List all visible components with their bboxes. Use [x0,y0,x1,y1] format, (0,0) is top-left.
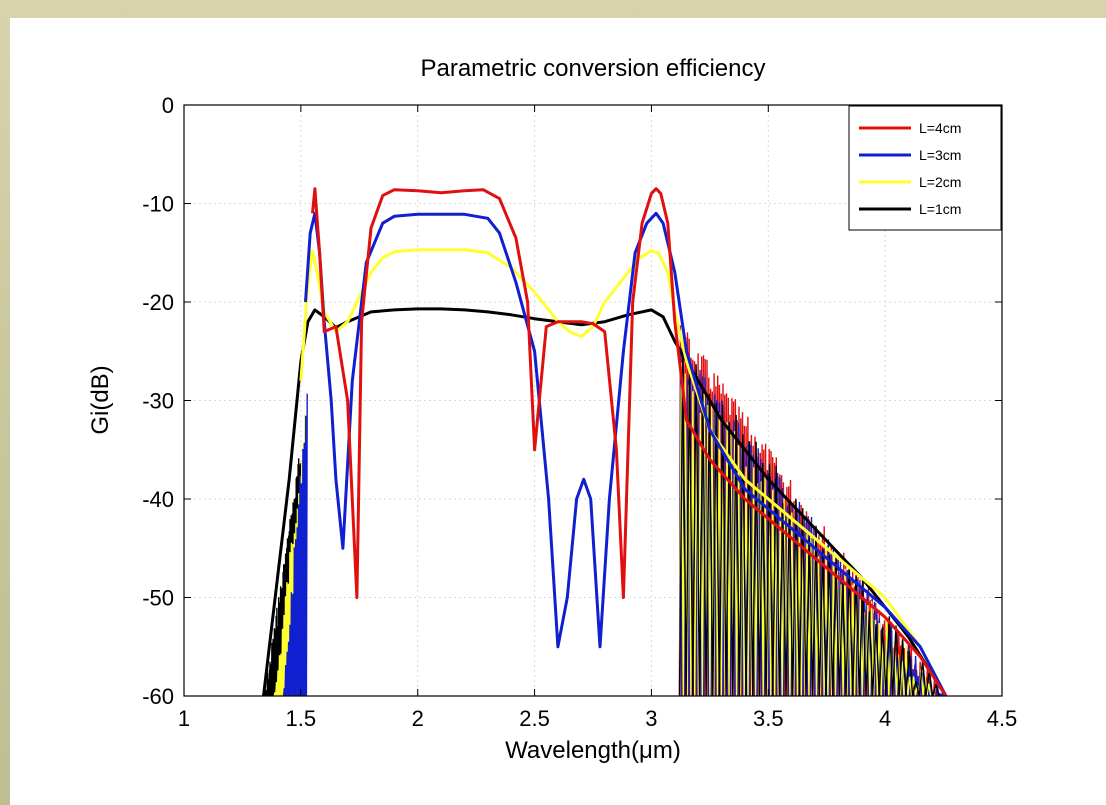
y-tick-label: -20 [142,290,174,315]
legend-label: L=4cm [919,120,961,136]
x-tick-label: 2.5 [519,706,550,731]
x-tick-label: 3 [645,706,657,731]
legend: L=4cm L=3cm L=2cm L=1cm [848,105,1002,231]
x-tick-label: 2 [412,706,424,731]
y-tick-label: -30 [142,389,174,414]
x-tick-label: 1.5 [286,706,317,731]
series-line-L=4cm [311,187,948,696]
y-tick-label: 0 [162,93,174,118]
x-tick-label: 4.5 [987,706,1018,731]
x-axis-label: Wavelength(μm) [505,737,681,764]
x-tick-label: 4 [879,706,891,731]
y-tick-label: -50 [142,586,174,611]
data-area [262,187,948,696]
legend-label: L=1cm [919,201,961,217]
legend-label: L=3cm [919,147,961,163]
legend-label: L=2cm [919,174,961,190]
x-tick-label: 3.5 [753,706,784,731]
series-line-L=3cm [304,211,948,696]
chart-plot: 1 1.5 2 2.5 3 3.5 4 4.5 0 -10 -20 -30 -40 -50 -60 Para… [87,55,1017,764]
fringe-band-L=3cm [282,393,308,696]
figure-frame: 1 1.5 2 2.5 3 3.5 4 4.5 0 -10 -20 -30 -40 -50 -60 Para… [10,18,1106,805]
x-tick-label: 1 [178,706,190,731]
tick-marks: 1 1.5 2 2.5 3 3.5 4 4.5 0 -10 -20 -30 -40 -50 -60 [142,93,1017,731]
y-tick-label: -60 [142,684,174,709]
y-axis-label: Gi(dB) [87,365,114,434]
series-line-L=1cm [262,307,948,696]
y-tick-label: -10 [142,192,174,217]
chart-title: Parametric conversion efficiency [420,55,765,82]
y-tick-label: -40 [142,487,174,512]
